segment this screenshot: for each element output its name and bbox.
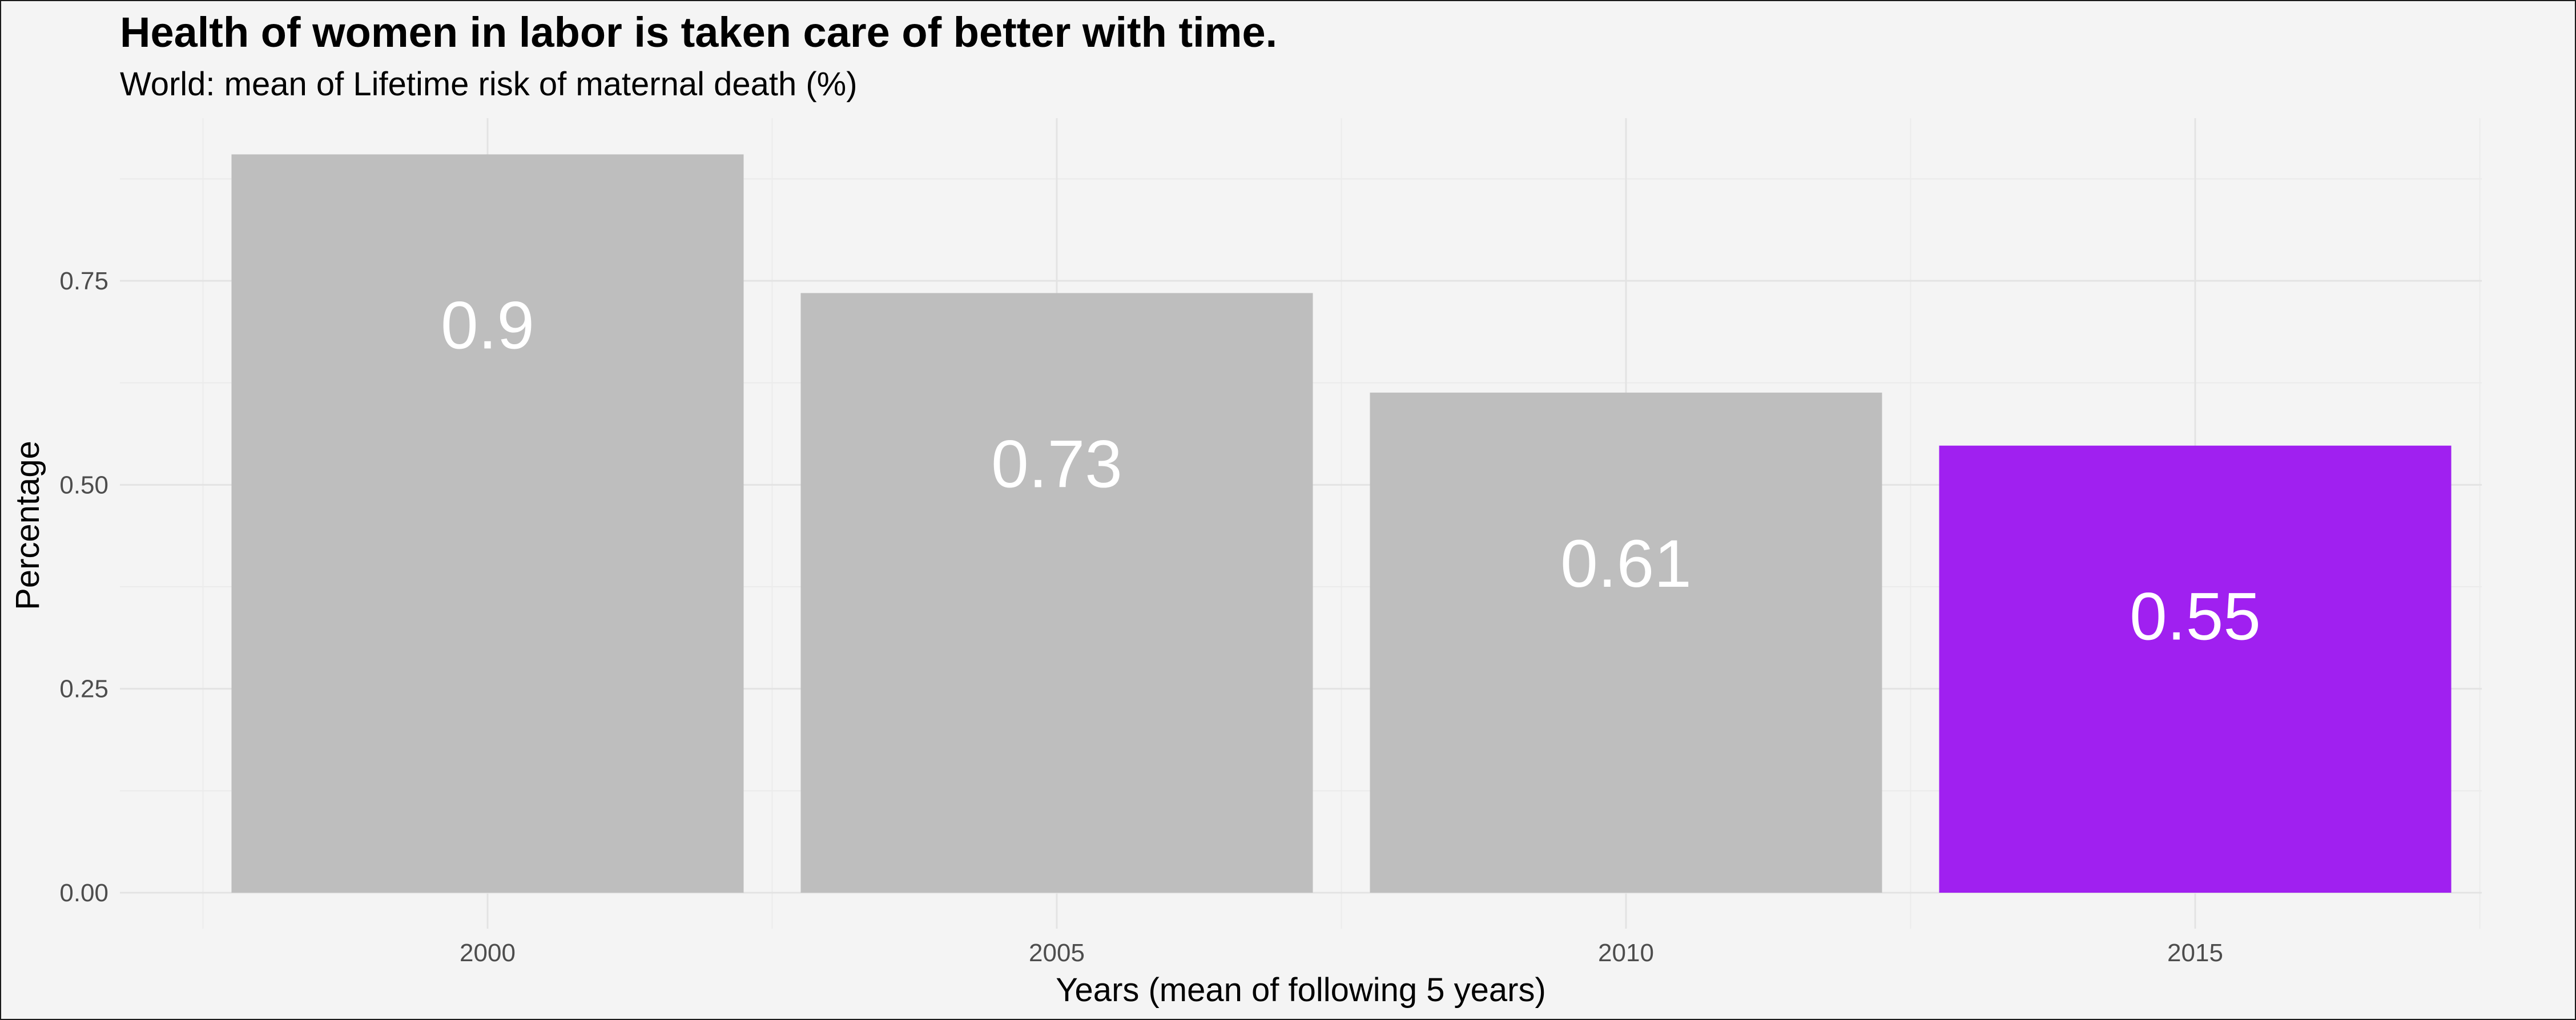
bar-2005 (800, 293, 1313, 893)
y-axis-title: Percentage (9, 441, 46, 610)
data-label-2015: 0.55 (2130, 579, 2261, 655)
x-tick-label: 2000 (460, 939, 516, 967)
chart-subtitle: World: mean of Lifetime risk of maternal… (120, 66, 858, 103)
data-label-2010: 0.61 (1560, 526, 1692, 602)
x-tick-label: 2010 (1598, 939, 1654, 967)
x-axis-title: Years (mean of following 5 years) (1056, 971, 1546, 1009)
x-tick-label: 2005 (1029, 939, 1085, 967)
data-label-2000: 0.9 (441, 288, 534, 363)
bar-2010 (1370, 392, 1882, 893)
y-tick-label: 0.00 (59, 879, 108, 907)
y-tick-label: 0.50 (59, 471, 108, 499)
y-tick-label: 0.75 (59, 267, 108, 295)
data-label-2005: 0.73 (991, 426, 1122, 502)
chart-title: Health of women in labor is taken care o… (120, 9, 1278, 56)
bar-2000 (231, 154, 744, 893)
y-tick-label: 0.25 (59, 675, 108, 703)
x-tick-label: 2015 (2167, 939, 2223, 967)
bar-2015 (1939, 445, 2452, 893)
